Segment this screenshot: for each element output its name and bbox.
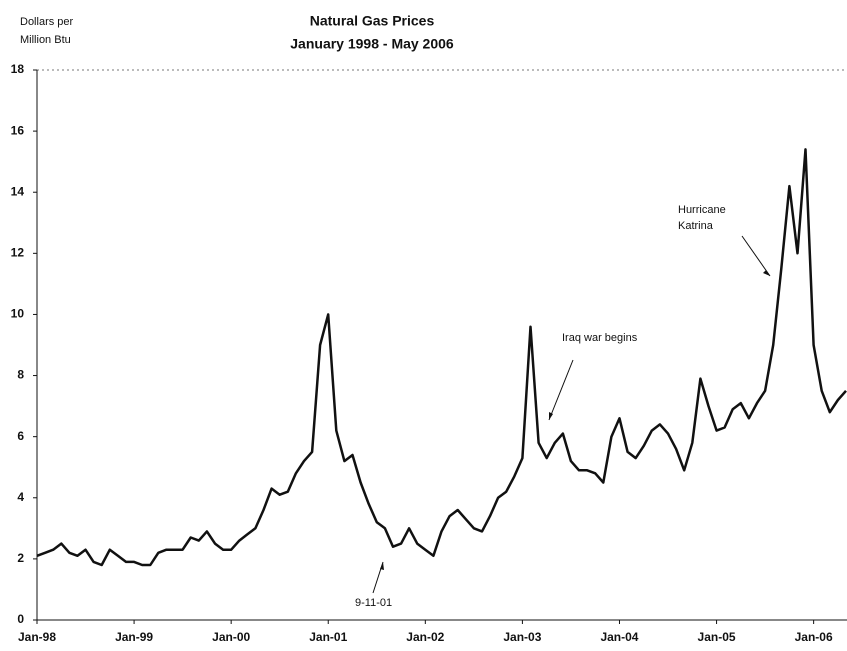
arrow-head <box>763 270 770 276</box>
chart-subtitle: January 1998 - May 2006 <box>290 36 454 52</box>
x-tick-label: Jan-98 <box>18 630 56 644</box>
y-axis-label: Million Btu <box>20 34 71 46</box>
chart-title: Natural Gas Prices <box>310 13 435 29</box>
y-tick-label: 6 <box>17 429 24 443</box>
annotation: Iraq war begins <box>562 332 638 344</box>
x-tick-label: Jan-04 <box>600 630 638 644</box>
arrow-head <box>380 562 384 570</box>
annotation: 9-11-01 <box>355 597 392 609</box>
x-tick-label: Jan-06 <box>795 630 833 644</box>
y-tick-label: 18 <box>11 62 25 76</box>
x-tick-label: Jan-03 <box>503 630 541 644</box>
x-tick-label: Jan-00 <box>212 630 250 644</box>
annotation-arrow <box>741 235 771 277</box>
y-tick-label: 0 <box>17 612 24 626</box>
y-tick-label: 10 <box>11 307 25 321</box>
arrow-head <box>549 412 553 420</box>
annotation-arrow <box>548 359 574 421</box>
y-axis-label: Dollars per <box>20 16 74 28</box>
y-tick-label: 14 <box>11 184 25 198</box>
y-tick-label: 16 <box>11 123 25 137</box>
annotation: Hurricane <box>678 204 726 216</box>
annotation: Katrina <box>678 220 714 232</box>
y-tick-label: 2 <box>17 551 24 565</box>
x-tick-label: Jan-02 <box>406 630 444 644</box>
x-tick-label: Jan-05 <box>698 630 736 644</box>
y-tick-label: 4 <box>17 490 24 504</box>
price-line <box>36 148 847 567</box>
x-tick-label: Jan-01 <box>309 630 347 644</box>
y-tick-label: 12 <box>11 246 25 260</box>
x-tick-label: Jan-99 <box>115 630 153 644</box>
y-tick-label: 8 <box>17 368 24 382</box>
